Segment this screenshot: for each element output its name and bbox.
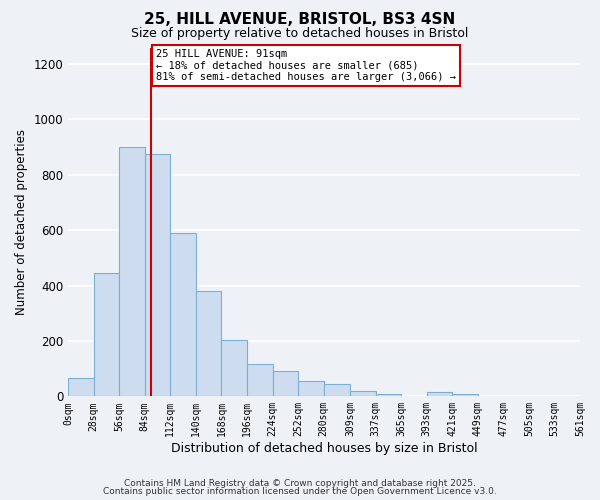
Bar — [196, 291, 221, 397]
Bar — [298, 381, 323, 396]
Text: Contains HM Land Registry data © Crown copyright and database right 2025.: Contains HM Land Registry data © Crown c… — [124, 478, 476, 488]
Bar — [68, 378, 94, 396]
Bar — [247, 364, 272, 396]
Bar — [170, 233, 196, 396]
Bar — [94, 273, 119, 396]
Bar — [323, 384, 350, 396]
Bar — [427, 392, 452, 396]
Text: Contains public sector information licensed under the Open Government Licence v3: Contains public sector information licen… — [103, 487, 497, 496]
Bar — [145, 154, 170, 396]
Bar — [272, 372, 298, 396]
X-axis label: Distribution of detached houses by size in Bristol: Distribution of detached houses by size … — [171, 442, 478, 455]
Bar — [119, 147, 145, 396]
Bar — [221, 340, 247, 396]
Text: 25, HILL AVENUE, BRISTOL, BS3 4SN: 25, HILL AVENUE, BRISTOL, BS3 4SN — [145, 12, 455, 28]
Bar — [452, 394, 478, 396]
Bar — [350, 391, 376, 396]
Bar — [376, 394, 401, 396]
Text: Size of property relative to detached houses in Bristol: Size of property relative to detached ho… — [131, 28, 469, 40]
Y-axis label: Number of detached properties: Number of detached properties — [15, 129, 28, 315]
Text: 25 HILL AVENUE: 91sqm
← 18% of detached houses are smaller (685)
81% of semi-det: 25 HILL AVENUE: 91sqm ← 18% of detached … — [156, 49, 456, 82]
